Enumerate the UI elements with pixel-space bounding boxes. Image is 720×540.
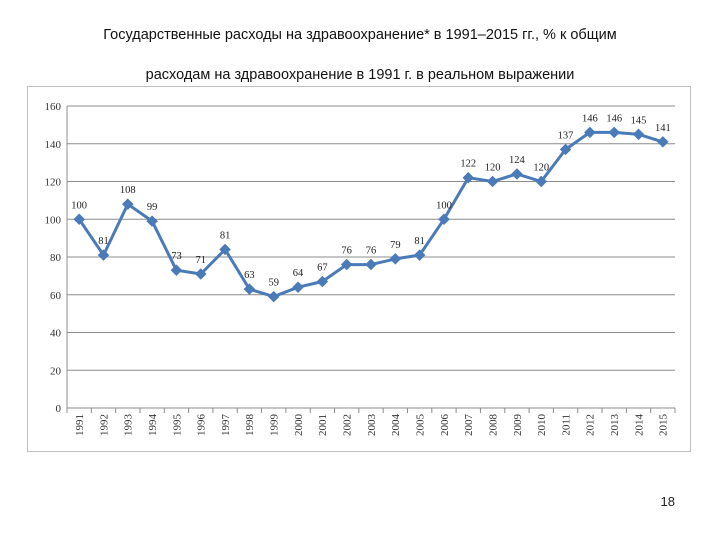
x-tick-label-2013: 2013 [609,414,621,437]
x-tick-label-1995: 1995 [171,414,183,437]
data-point-1995 [170,264,183,277]
chart-title-line1: Государственные расходы на здравоохранен… [103,27,617,43]
x-tick-label-1992: 1992 [98,414,110,436]
data-label-2004: 79 [390,240,401,251]
data-point-2014 [632,128,645,141]
y-tick-label-0: 0 [56,403,62,415]
data-point-2011 [559,143,572,156]
data-label-2010: 120 [533,163,549,174]
y-tick-label-40: 40 [50,328,62,340]
data-label-2009: 124 [509,155,526,166]
data-point-1991 [73,213,86,226]
x-tick-label-1997: 1997 [220,414,232,437]
data-label-2000: 64 [293,268,304,279]
data-point-2002 [340,258,353,271]
data-point-2008 [486,175,499,188]
data-label-1998: 63 [244,270,255,281]
data-point-1993 [121,198,134,211]
x-tick-label-2003: 2003 [366,414,378,437]
data-label-2005: 81 [414,236,425,247]
data-label-2001: 67 [317,263,328,274]
x-tick-label-2007: 2007 [463,414,475,437]
page-number: 18 [660,494,675,509]
data-label-2006: 100 [436,200,452,211]
x-tick-label-2001: 2001 [317,414,329,436]
data-label-2002: 76 [341,246,352,257]
data-point-2007 [462,171,475,184]
x-tick-label-2002: 2002 [342,414,354,436]
chart-title-line2: расходам на здравоохранение в 1991 г. в … [145,67,575,83]
data-label-2007: 122 [460,159,476,170]
data-point-1998 [243,283,256,295]
data-point-2001 [316,275,329,288]
y-tick-label-120: 120 [45,177,62,189]
y-tick-label-160: 160 [45,101,62,113]
data-point-2009 [511,168,523,180]
y-tick-label-100: 100 [45,214,62,226]
data-point-2005 [413,249,426,261]
data-point-1992 [97,249,110,261]
x-tick-label-1993: 1993 [123,414,135,437]
data-label-2011: 137 [558,130,574,141]
data-point-2004 [389,253,402,265]
x-tick-label-2009: 2009 [512,414,524,437]
x-tick-label-1996: 1996 [196,414,208,437]
data-label-2014: 145 [631,115,647,126]
x-tick-label-2014: 2014 [633,414,645,437]
y-tick-label-80: 80 [50,252,62,264]
data-point-2006 [438,213,450,226]
x-tick-label-2011: 2011 [560,414,572,436]
data-point-1994 [146,215,158,227]
y-tick-label-20: 20 [50,365,62,377]
x-tick-label-1998: 1998 [244,414,256,437]
data-label-1999: 59 [268,278,279,289]
x-tick-label-2008: 2008 [487,414,499,437]
x-tick-label-2015: 2015 [658,414,670,437]
x-tick-label-2012: 2012 [585,414,597,436]
x-tick-label-2006: 2006 [439,414,451,437]
x-tick-label-1994: 1994 [147,414,159,437]
data-point-2013 [608,126,621,139]
data-point-2000 [292,281,304,294]
data-label-1992: 81 [98,236,109,247]
data-point-1996 [194,268,207,280]
data-point-1999 [267,290,280,303]
x-tick-label-2004: 2004 [390,414,402,437]
data-point-2010 [535,175,548,188]
x-tick-label-1991: 1991 [74,414,86,436]
data-label-1991: 100 [71,200,87,211]
data-label-2012: 146 [582,113,598,124]
line-chart: 0 20 40 60 80 100 120 140 160 1991 1992 1993 1994 199… [45,101,676,437]
y-tick-label-60: 60 [50,290,62,302]
data-point-2015 [656,136,669,148]
data-label-1997: 81 [220,230,231,241]
data-label-1995: 73 [171,251,182,262]
series-line [77,130,664,299]
x-tick-label-2010: 2010 [536,414,548,437]
data-label-1996: 71 [196,255,207,266]
data-point-2003 [365,258,377,271]
x-tick-label-2000: 2000 [293,414,305,437]
chart-frame: 0 20 40 60 80 100 120 140 160 1991 1992 1993 1994 199… [27,86,691,452]
data-label-2013: 146 [606,113,622,124]
data-point-2012 [584,126,596,139]
data-point-1997 [219,243,231,256]
data-label-2015: 141 [655,123,671,134]
x-tick-label-1999: 1999 [269,414,281,437]
x-tick-label-2005: 2005 [414,414,426,437]
data-label-2008: 120 [485,163,501,174]
y-tick-label-140: 140 [45,139,62,151]
data-label-1993: 108 [120,185,136,196]
data-label-2003: 76 [366,246,377,257]
data-label-1994: 99 [147,202,158,213]
